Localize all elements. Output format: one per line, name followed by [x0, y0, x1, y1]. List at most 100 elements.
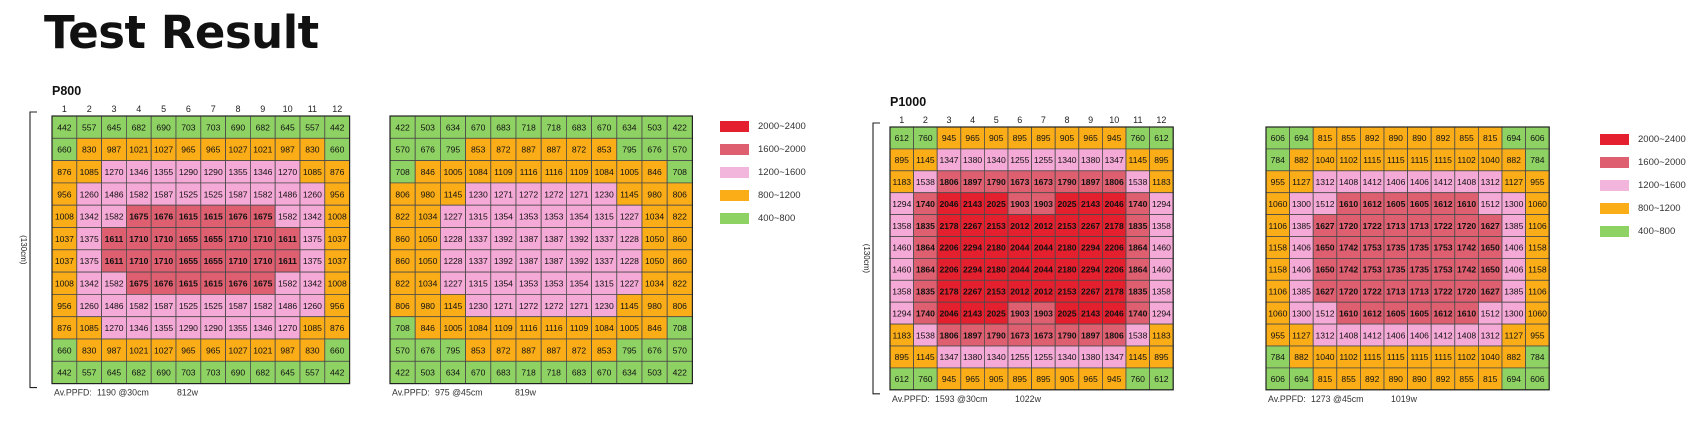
- heatmap-cell: [200, 249, 227, 273]
- heatmap-cell: [1102, 301, 1127, 325]
- legend-swatch: [720, 121, 749, 132]
- heatmap-cell: [1360, 345, 1385, 369]
- cell-value-label: 1183: [893, 177, 912, 187]
- cell-value-label: 1673: [1034, 330, 1053, 340]
- heatmap-cell: [984, 257, 1009, 281]
- heatmap-cell: [299, 115, 326, 139]
- heatmap-cell: [1102, 345, 1127, 369]
- cell-value-label: 683: [572, 368, 587, 378]
- heatmap-cell: [101, 293, 127, 318]
- heatmap-cell: [515, 115, 542, 139]
- av-ppfd-label: Av.PPFD:: [392, 388, 430, 398]
- heatmap-cell: [1336, 126, 1361, 150]
- legend-label: 2000~2400: [758, 121, 806, 132]
- heatmap-cell: [1265, 126, 1291, 150]
- cell-value-label: 1354: [494, 278, 513, 288]
- cell-value-label: 876: [57, 323, 72, 333]
- cell-value-label: 1710: [154, 234, 173, 244]
- heatmap-cell: [515, 338, 542, 362]
- heatmap-cell: [1007, 301, 1033, 325]
- cell-value-label: 1183: [893, 330, 912, 340]
- cell-value-label: 1027: [154, 345, 173, 355]
- cell-value-label: 830: [82, 145, 97, 155]
- heatmap-cell: [439, 204, 466, 228]
- cell-value-label: 1675: [253, 212, 272, 222]
- heatmap-cell: [389, 316, 416, 340]
- cell-value-label: 2206: [1105, 265, 1124, 275]
- heatmap-cell: [101, 249, 127, 273]
- heatmap-cell: [249, 182, 276, 206]
- heatmap-cell: [540, 338, 567, 362]
- cell-value-label: 1525: [179, 301, 198, 311]
- cell-value-label: 830: [82, 345, 97, 355]
- cell-value-label: 2046: [1105, 308, 1124, 318]
- heatmap-cell: [960, 323, 985, 347]
- heatmap-cell: [1336, 301, 1361, 325]
- cell-value-label: 1615: [179, 278, 198, 288]
- legend-label: 1200~1600: [1638, 180, 1686, 191]
- heatmap-cell: [1478, 345, 1503, 369]
- heatmap-cell: [299, 227, 326, 251]
- cell-value-label: 860: [395, 234, 410, 244]
- heatmap-cell: [225, 360, 251, 384]
- cell-value-label: 1021: [129, 345, 148, 355]
- column-tick-label: 10: [283, 104, 293, 114]
- cell-value-label: 1392: [569, 234, 588, 244]
- legend-label: 800~1200: [758, 190, 801, 201]
- cell-value-label: 1406: [1410, 177, 1429, 187]
- heatmap-cell: [960, 257, 985, 281]
- cell-value-label: 1145: [916, 155, 935, 165]
- cell-value-label: 956: [330, 301, 345, 311]
- heatmap-cell: [389, 338, 416, 362]
- heatmap-cell: [1430, 257, 1456, 281]
- heatmap-cell: [389, 182, 416, 206]
- heatmap-cell: [465, 182, 492, 206]
- heatmap-cell: [960, 148, 985, 172]
- heatmap-cell: [1054, 192, 1080, 215]
- cell-value-label: 846: [647, 167, 662, 177]
- cell-value-label: 1387: [519, 234, 538, 244]
- cell-value-label: 890: [1412, 374, 1427, 384]
- cell-value-label: 1271: [569, 189, 588, 199]
- heatmap-cell: [1336, 323, 1361, 347]
- heatmap-cell: [490, 271, 517, 295]
- heatmap-cell: [1102, 257, 1127, 281]
- cell-value-label: 1346: [253, 167, 272, 177]
- cell-value-label: 606: [1271, 374, 1286, 384]
- heatmap-cell: [616, 227, 643, 251]
- heatmap-cell: [1289, 214, 1314, 237]
- heatmap-cell: [465, 338, 492, 362]
- heatmap-cell: [591, 338, 618, 362]
- heatmap-cell: [1102, 126, 1127, 150]
- heatmap-cell: [936, 345, 962, 369]
- cell-value-label: 1713: [1386, 221, 1405, 231]
- heatmap-cell: [641, 160, 668, 184]
- cell-value-label: 2267: [1081, 286, 1100, 296]
- cell-value-label: 1790: [987, 177, 1006, 187]
- column-tick-label: 1: [62, 104, 67, 114]
- cell-value-label: 703: [181, 122, 196, 132]
- cell-value-label: 1005: [620, 167, 639, 177]
- heatmap-cell: [465, 293, 492, 318]
- cell-value-label: 2046: [939, 199, 958, 209]
- heatmap-cell: [641, 204, 668, 228]
- heatmap-cell: [1454, 345, 1479, 369]
- heatmap-cell: [1501, 257, 1527, 281]
- heatmap-cell: [126, 227, 152, 251]
- heatmap-cell: [1312, 279, 1338, 303]
- cell-value-label: 890: [1412, 133, 1427, 143]
- cell-value-label: 1406: [1504, 265, 1523, 275]
- cell-value-label: 1347: [1105, 155, 1124, 165]
- cell-value-label: 1040: [1315, 155, 1334, 165]
- heatmap-cell: [150, 204, 177, 228]
- heatmap-cell: [1149, 257, 1174, 281]
- cell-value-label: 890: [1389, 374, 1404, 384]
- heatmap-cell: [1407, 170, 1432, 194]
- cell-value-label: 1342: [303, 212, 322, 222]
- power-value: 1022w: [1015, 394, 1042, 404]
- heatmap-cell: [641, 182, 668, 206]
- cell-value-label: 955: [1530, 330, 1545, 340]
- heatmap-cell: [1149, 279, 1174, 303]
- heatmap-cell: [1289, 367, 1314, 391]
- cell-value-label: 1158: [1528, 265, 1547, 275]
